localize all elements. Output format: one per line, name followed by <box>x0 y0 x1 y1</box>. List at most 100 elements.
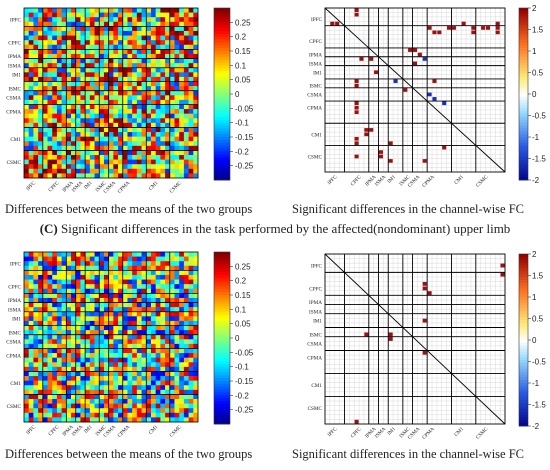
heatmap-cell <box>89 113 95 119</box>
heatmap-cell <box>56 284 62 290</box>
heatmap-cell <box>155 366 161 372</box>
heatmap-cell <box>108 136 114 142</box>
heatmap-cell <box>66 297 72 303</box>
heatmap-cell <box>71 21 77 27</box>
heatmap-cell <box>150 293 156 299</box>
heatmap-cell <box>71 261 77 267</box>
heatmap-cell <box>193 155 199 160</box>
heatmap-cell <box>183 403 189 409</box>
heatmap-cell <box>38 366 44 372</box>
heatmap-cell <box>136 90 142 96</box>
heatmap-cell <box>188 357 194 363</box>
heatmap-cell <box>160 17 166 23</box>
heatmap-cell <box>71 284 77 290</box>
heatmap-cell <box>42 127 48 133</box>
heatmap-cell <box>66 316 72 322</box>
heatmap-cell <box>169 385 175 391</box>
colorbar-tick-label: 0 <box>532 336 537 345</box>
heatmap-cell <box>118 334 124 340</box>
heatmap-cell <box>103 132 109 137</box>
heatmap-cell <box>42 26 48 32</box>
heatmap-cell <box>47 30 53 36</box>
heatmap-cell <box>61 417 67 423</box>
heatmap-cell <box>127 274 133 280</box>
heatmap-cell <box>85 348 91 354</box>
heatmap-cell <box>127 256 133 262</box>
heatmap-cell <box>132 297 138 303</box>
heatmap-cell <box>24 408 29 414</box>
heatmap-cell <box>179 417 185 423</box>
heatmap-cell <box>141 99 147 105</box>
heatmap-cell <box>47 164 53 170</box>
heatmap-cell <box>99 95 105 101</box>
heatmap-cell <box>94 63 100 69</box>
heatmap-cell <box>103 389 109 395</box>
colorbar-segment <box>214 148 230 152</box>
heatmap-cell <box>193 86 199 91</box>
heatmap-cell <box>150 58 156 64</box>
heatmap-cell <box>56 334 62 340</box>
heatmap-cell <box>169 30 175 36</box>
heatmap-cell <box>103 49 109 55</box>
heatmap-cell <box>150 155 156 160</box>
heatmap-cell <box>66 67 72 73</box>
heatmap-cell <box>136 35 142 41</box>
colorbar-segment <box>214 119 230 124</box>
heatmap-cell <box>66 362 72 368</box>
heatmap-cell <box>174 30 180 36</box>
colorbar-tick-label: 0.1 <box>235 61 247 70</box>
heatmap-cell <box>174 76 180 82</box>
heatmap-cell <box>66 412 72 418</box>
heatmap-cell <box>71 40 77 46</box>
heatmap-cell <box>94 389 100 395</box>
heatmap-cell <box>136 362 142 368</box>
colorbar-segment <box>519 168 528 172</box>
heatmap-cell <box>80 330 86 335</box>
heatmap-cell <box>136 67 142 73</box>
row-label: ISMA <box>309 61 322 67</box>
heatmap-cell <box>47 261 53 267</box>
colorbar-segment <box>214 418 230 422</box>
heatmap-cell <box>118 366 124 372</box>
heatmap-cell <box>33 256 39 262</box>
heatmap-cell <box>38 145 44 151</box>
heatmap-cell <box>94 274 100 280</box>
heatmap-cell <box>33 288 39 294</box>
heatmap-cell <box>28 76 34 82</box>
heatmap-cell <box>89 252 95 257</box>
heatmap-cell <box>38 293 44 299</box>
heatmap-cell <box>66 417 72 423</box>
heatmap-cell <box>94 76 100 82</box>
heatmap-cell <box>94 168 100 174</box>
heatmap-cell <box>42 334 48 340</box>
heatmap-cell <box>141 394 147 400</box>
heatmap-cell <box>52 403 58 409</box>
heatmap-cell <box>122 58 128 64</box>
heatmap-cell <box>169 284 175 290</box>
heatmap-cell <box>160 325 166 331</box>
heatmap-cell <box>33 145 39 151</box>
heatmap-cell <box>61 72 67 78</box>
heatmap-cell <box>193 40 199 46</box>
heatmap-cell <box>146 95 152 101</box>
heatmap-cell <box>99 339 105 345</box>
heatmap-cell <box>169 261 175 267</box>
heatmap-cell <box>80 334 86 340</box>
heatmap-cell <box>155 26 161 32</box>
colorbar-segment <box>214 392 230 396</box>
heatmap-cell <box>160 270 166 276</box>
heatmap-cell <box>165 168 171 174</box>
heatmap-cell <box>99 122 105 128</box>
heatmap-cell <box>141 17 147 23</box>
heatmap-cell <box>75 307 81 313</box>
heatmap-cell <box>66 302 72 308</box>
heatmap-cell <box>165 417 171 423</box>
heatmap-cell <box>94 376 100 381</box>
heatmap-cell <box>38 343 44 349</box>
heatmap-cell <box>113 279 119 285</box>
heatmap-cell <box>33 44 39 50</box>
heatmap-cell <box>188 159 194 165</box>
heatmap-cell <box>80 284 86 290</box>
heatmap-cell <box>155 252 161 257</box>
heatmap-cell <box>155 44 161 50</box>
